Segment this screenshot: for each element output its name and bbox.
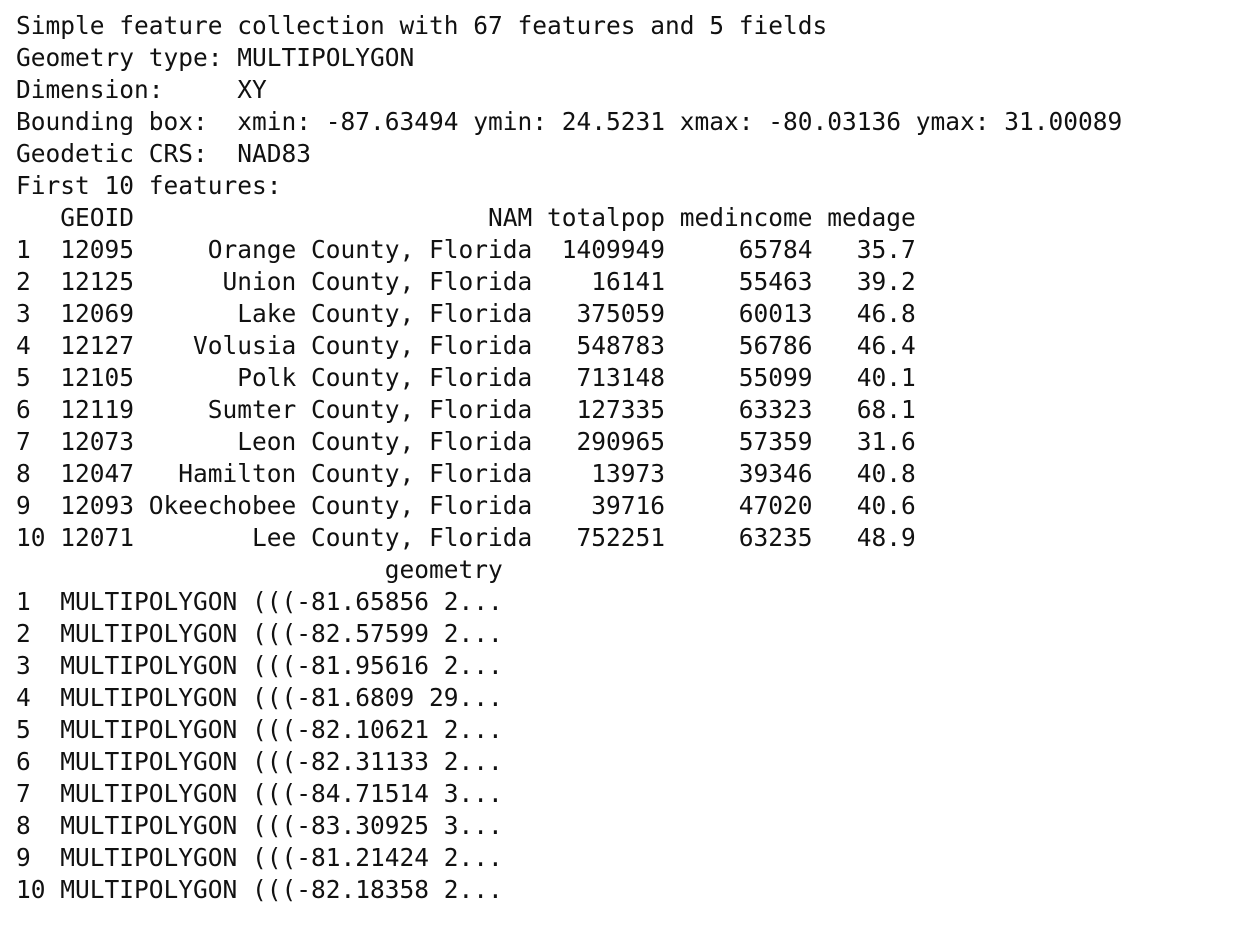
summary-line: Simple feature collection with 67 featur… [16, 11, 828, 40]
geometry-row: 9 MULTIPOLYGON (((-81.21424 2... [16, 843, 503, 872]
table-row: 8 12047 Hamilton County, Florida 13973 3… [16, 459, 916, 488]
geometry-row: 5 MULTIPOLYGON (((-82.10621 2... [16, 715, 503, 744]
geometry-row: 7 MULTIPOLYGON (((-84.71514 3... [16, 779, 503, 808]
geometry-type-line: Geometry type: MULTIPOLYGON [16, 43, 415, 72]
table-row: 7 12073 Leon County, Florida 290965 5735… [16, 427, 916, 456]
first-features-line: First 10 features: [16, 171, 282, 200]
table-row: 9 12093 Okeechobee County, Florida 39716… [16, 491, 916, 520]
geometry-row: 3 MULTIPOLYGON (((-81.95616 2... [16, 651, 503, 680]
geometry-header: geometry [16, 555, 503, 584]
table-row: 4 12127 Volusia County, Florida 548783 5… [16, 331, 916, 360]
table-header: GEOID NAM totalpop medincome medage [16, 203, 916, 232]
table-row: 2 12125 Union County, Florida 16141 5546… [16, 267, 916, 296]
table-row: 5 12105 Polk County, Florida 713148 5509… [16, 363, 916, 392]
geometry-row: 2 MULTIPOLYGON (((-82.57599 2... [16, 619, 503, 648]
geometry-row: 6 MULTIPOLYGON (((-82.31133 2... [16, 747, 503, 776]
geometry-row: 1 MULTIPOLYGON (((-81.65856 2... [16, 587, 503, 616]
crs-line: Geodetic CRS: NAD83 [16, 139, 312, 168]
geometry-row: 4 MULTIPOLYGON (((-81.6809 29... [16, 683, 503, 712]
geometry-row: 8 MULTIPOLYGON (((-83.30925 3... [16, 811, 503, 840]
table-row: 1 12095 Orange County, Florida 1409949 6… [16, 235, 916, 264]
table-row: 3 12069 Lake County, Florida 375059 6001… [16, 299, 916, 328]
dimension-line: Dimension: XY [16, 75, 267, 104]
geometry-row: 10 MULTIPOLYGON (((-82.18358 2... [16, 875, 503, 904]
table-row: 6 12119 Sumter County, Florida 127335 63… [16, 395, 916, 424]
table-row: 10 12071 Lee County, Florida 752251 6323… [16, 523, 916, 552]
bounding-box-line: Bounding box: xmin: -87.63494 ymin: 24.5… [16, 107, 1123, 136]
